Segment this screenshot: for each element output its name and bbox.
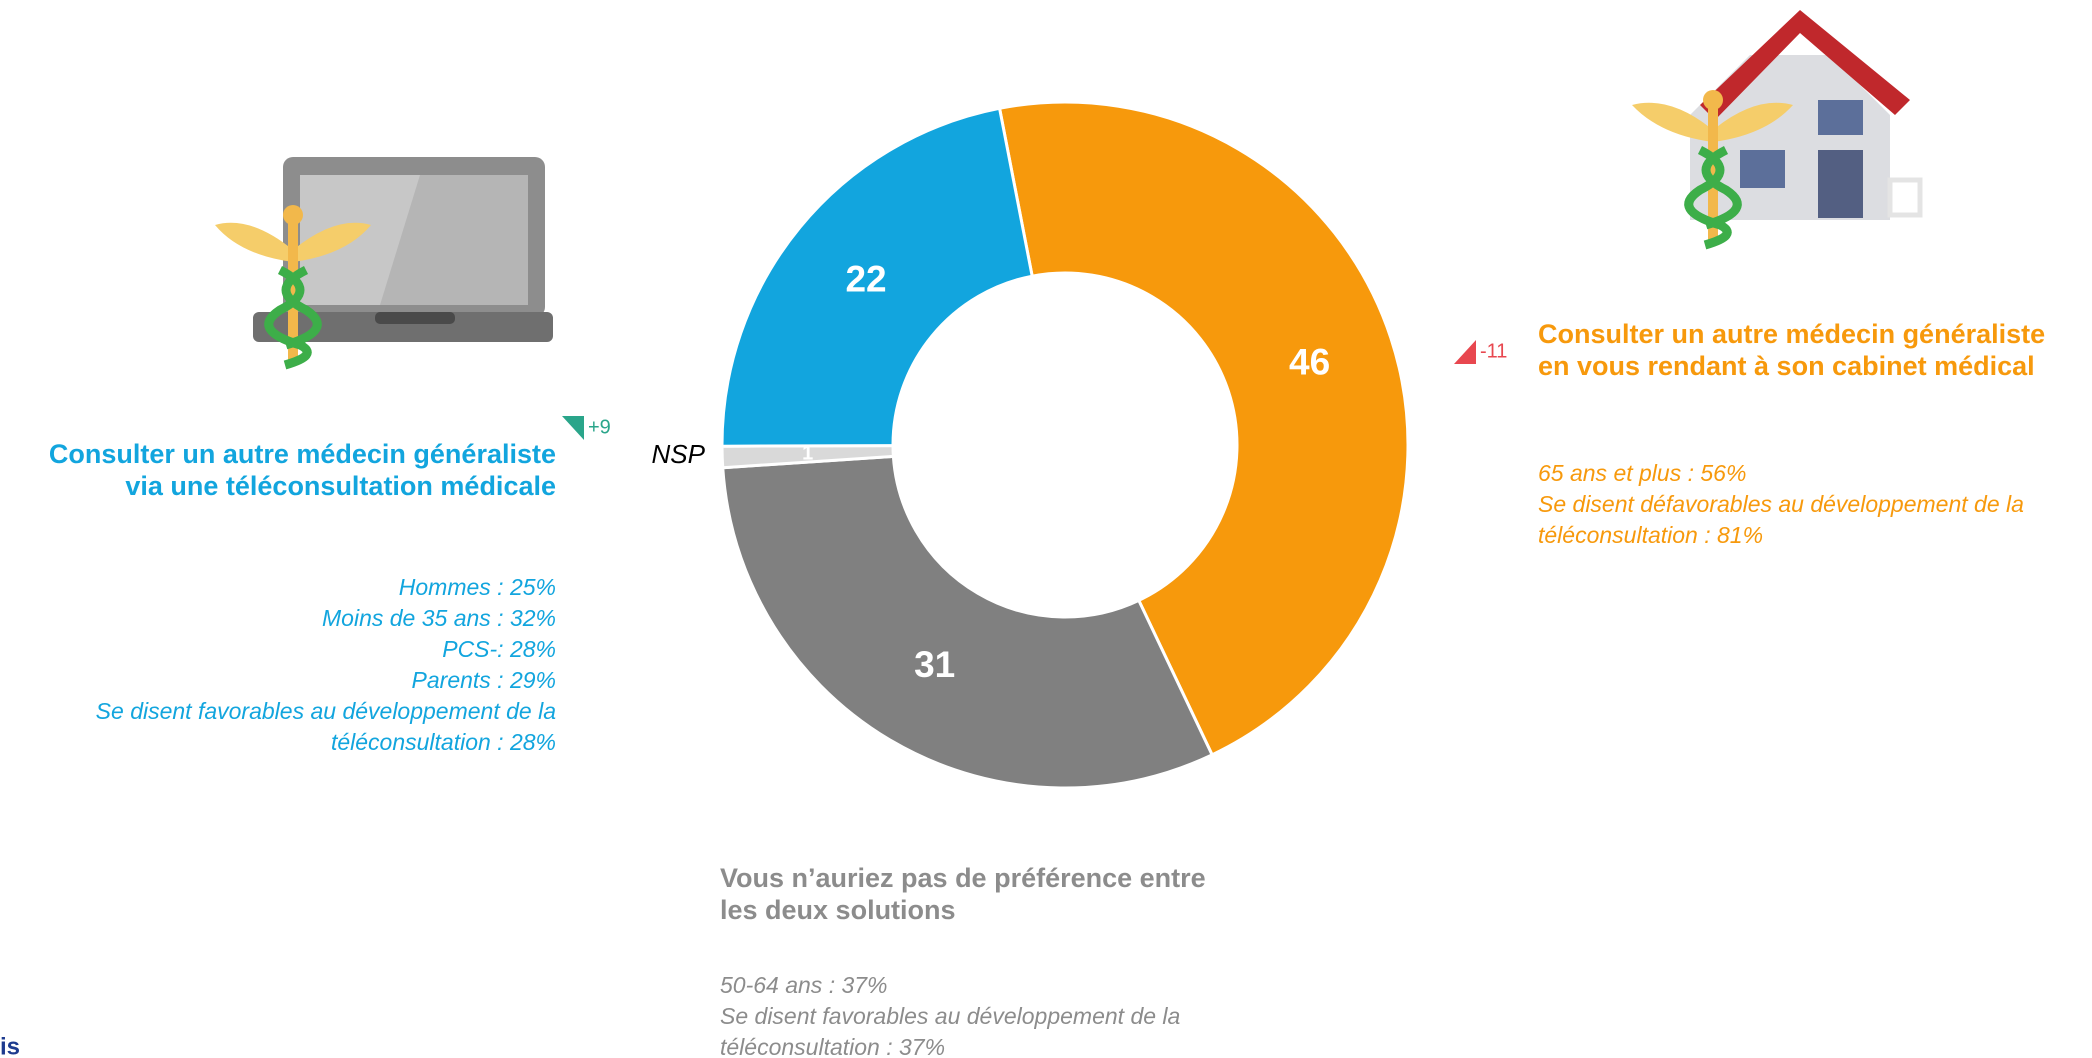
value-label: 1 (802, 442, 813, 464)
house-icon (1690, 10, 1923, 220)
value-label: 31 (914, 644, 955, 685)
detail-line: Se disent favorables au développement de… (720, 1003, 1181, 1058)
category-details: 50-64 ans : 37% Se disent favorables au d… (720, 970, 1280, 1058)
detail-line: 50-64 ans : 37% (720, 972, 888, 998)
change-label: -11 (1480, 340, 1507, 362)
change-arrow (562, 416, 584, 440)
donut-segment (720, 106, 1034, 448)
detail-line: Se disent défavorables au développement … (1538, 491, 2024, 548)
detail-line: 65 ans et plus : 56% (1538, 460, 1747, 486)
detail-line: Parents : 29% (411, 667, 556, 693)
caduceus-icon (215, 205, 371, 370)
detail-line: Moins de 35 ans : 32% (322, 605, 556, 631)
detail-line: Hommes : 25% (398, 574, 556, 600)
change-label: +9 (588, 416, 611, 438)
donut-segment (721, 454, 1215, 790)
category-title: Vous n’auriez pas de préférence entre le… (720, 863, 1206, 925)
caduceus-icon (1632, 90, 1793, 250)
detail-line: PCS-: 28% (442, 636, 556, 662)
category-title: Consulter un autre médecin généraliste e… (1538, 319, 2046, 381)
logo: is (0, 1033, 20, 1058)
value-label: 22 (845, 258, 886, 299)
change-arrow (1454, 340, 1476, 364)
category-label: NSP (652, 439, 706, 469)
detail-line: Se disent favorables au développement de… (95, 698, 556, 755)
donut-segment (997, 100, 1410, 757)
category-details: Hommes : 25% Moins de 35 ans : 32% PCS-: 2… (6, 572, 556, 758)
value-label: 46 (1289, 341, 1330, 382)
category-details: 65 ans et plus : 56% Se disent défavorabl… (1538, 458, 2083, 551)
category-title: Consulter un autre médecin généraliste v… (48, 439, 556, 501)
